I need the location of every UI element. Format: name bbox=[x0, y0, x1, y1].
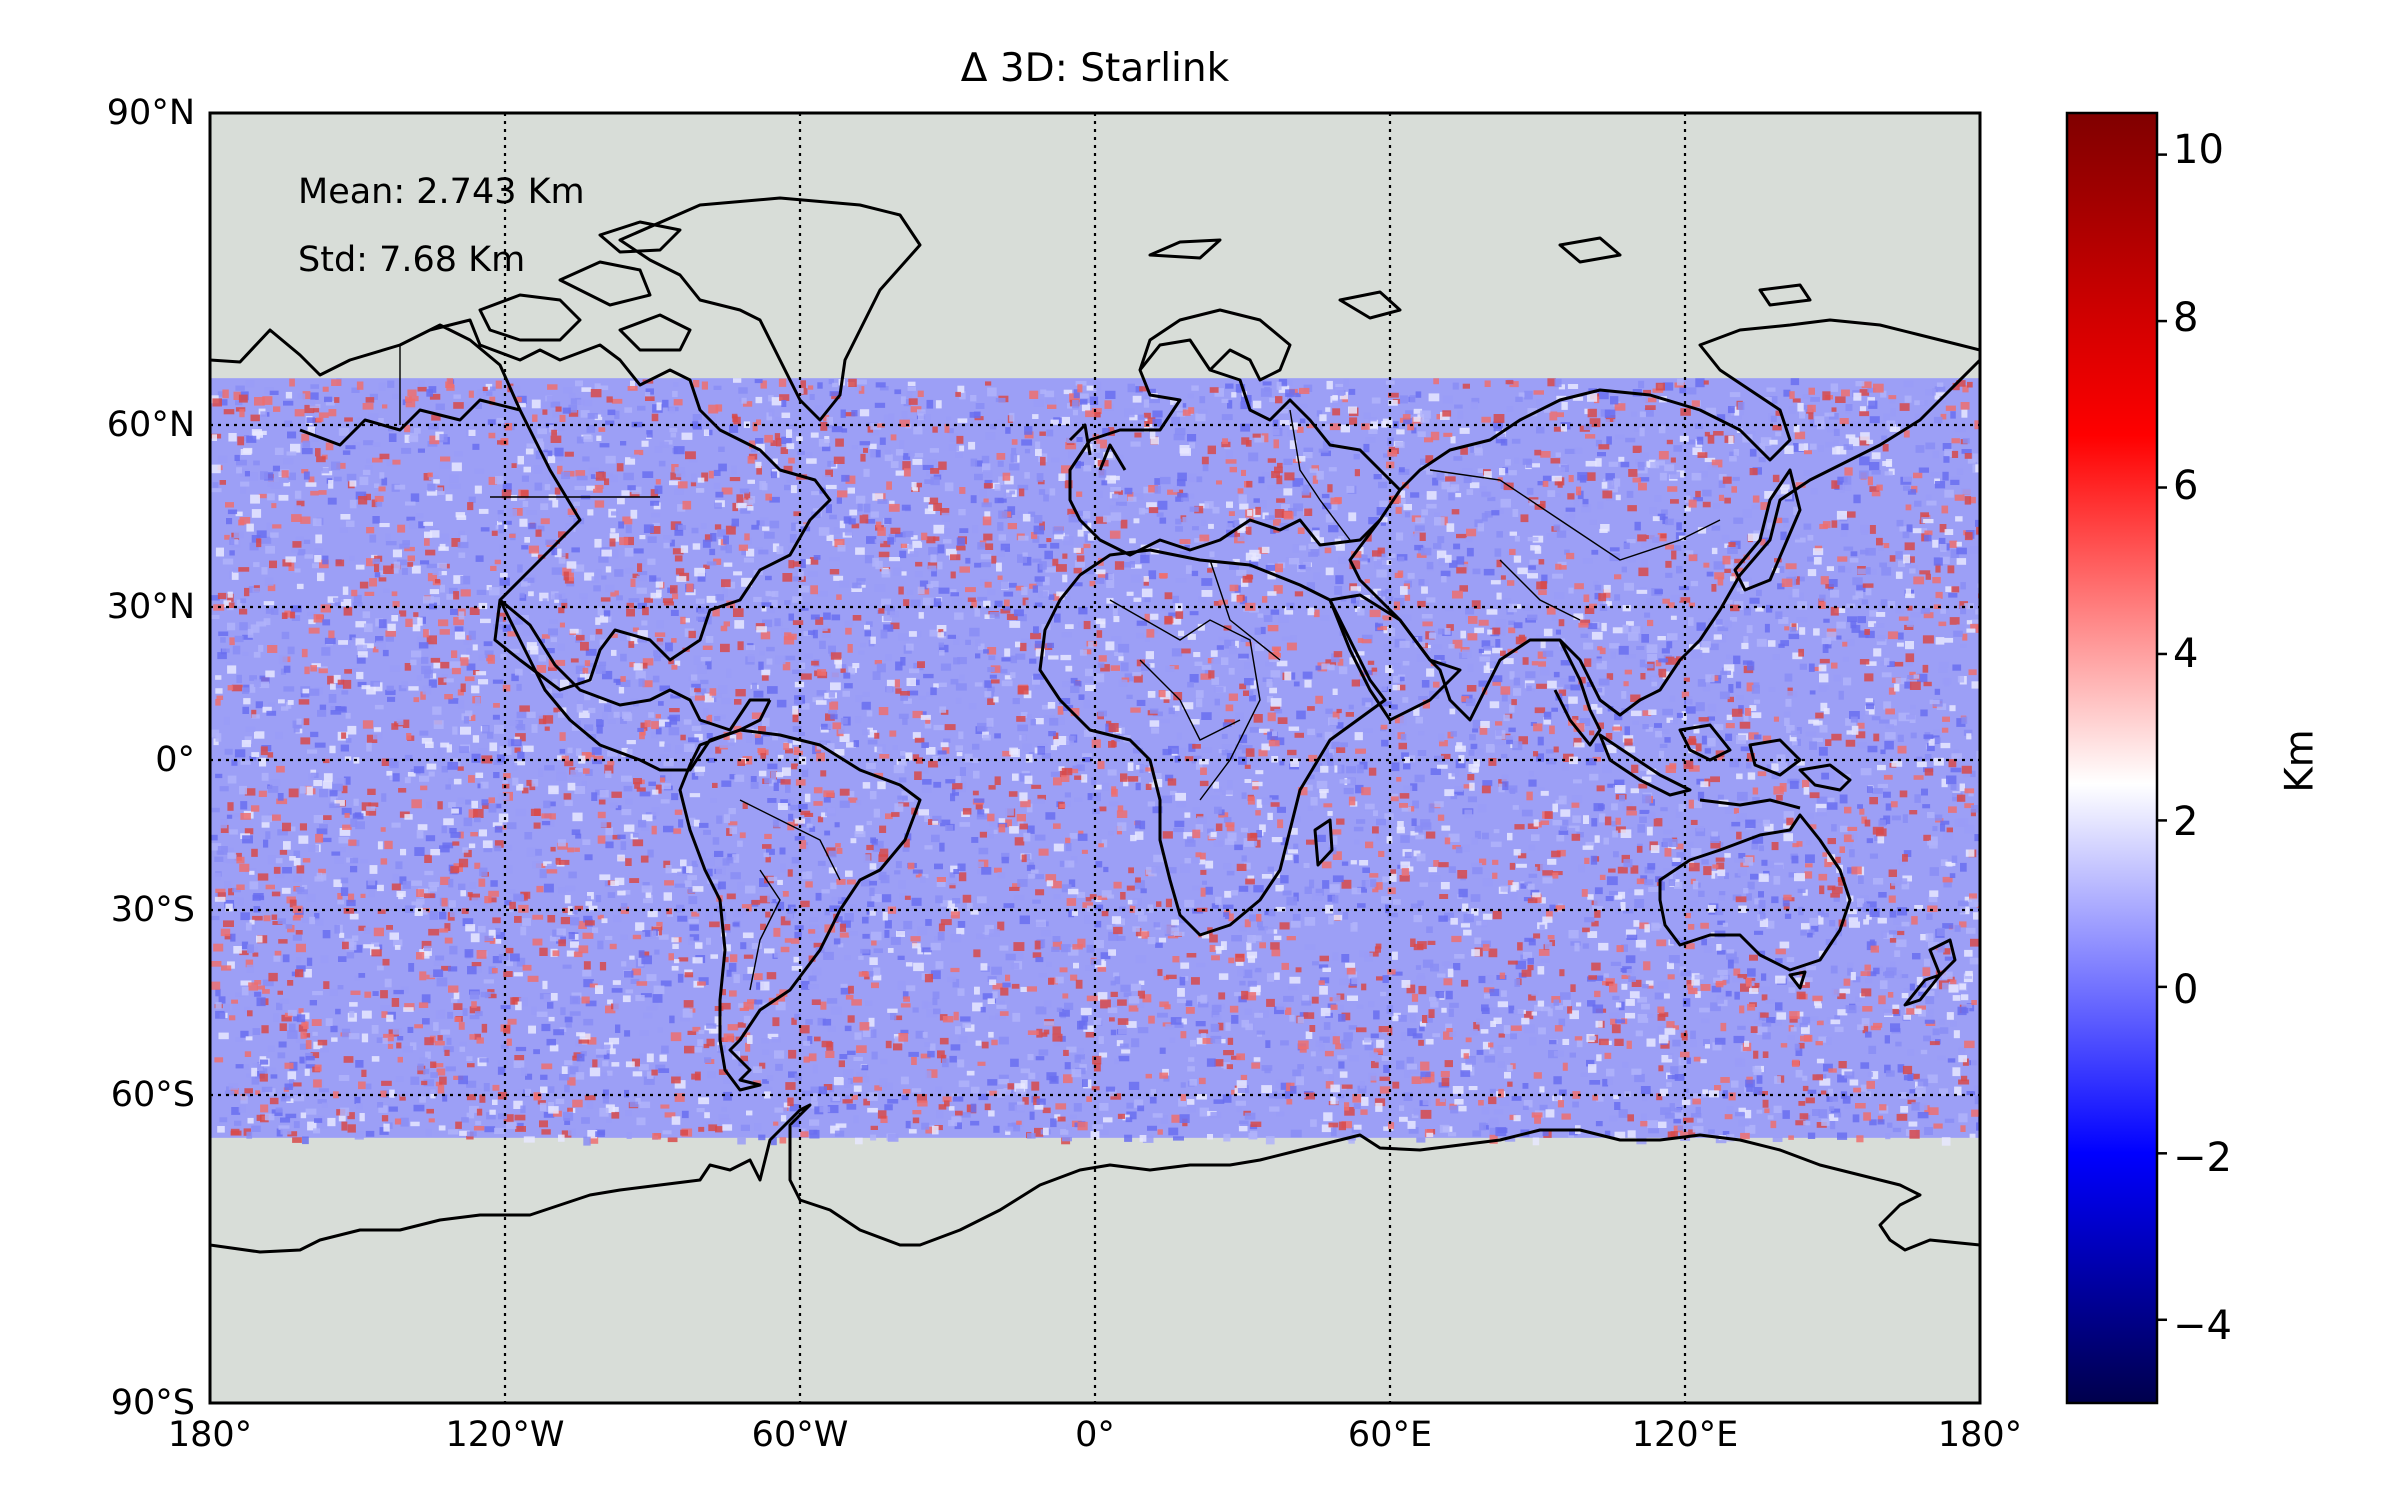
plot-frame bbox=[208, 111, 1982, 1405]
y-tick-label: 90°N bbox=[106, 93, 195, 133]
colorbar-label: Km bbox=[2277, 729, 2323, 793]
x-tick-label: 0° bbox=[1075, 1415, 1115, 1455]
x-tick-label: 180° bbox=[1937, 1415, 2023, 1455]
x-tick-label: 120°E bbox=[1631, 1415, 1739, 1455]
coastline-asia bbox=[1348, 318, 1980, 722]
colorbar-ticks bbox=[2157, 153, 2167, 1322]
colorbar bbox=[2065, 111, 2159, 1405]
chart-title: Δ 3D: Starlink bbox=[960, 46, 1230, 91]
x-tick-label: 60°W bbox=[751, 1415, 849, 1455]
colorbar-tick-label: 10 bbox=[2173, 127, 2224, 173]
scatter-points bbox=[210, 378, 1980, 1146]
coastlines bbox=[210, 196, 1980, 1254]
colorbar-tick-label: 0 bbox=[2173, 967, 2199, 1013]
colorbar-tick-label: 2 bbox=[2173, 799, 2199, 845]
coastline-africa bbox=[1038, 548, 1387, 937]
coastline-antarctica bbox=[210, 1103, 1980, 1254]
mean-stat: Mean: 2.743 Km bbox=[298, 172, 585, 212]
y-tick-label: 30°S bbox=[110, 890, 195, 930]
country-borders bbox=[399, 345, 1721, 991]
std-stat: Std: 7.68 Km bbox=[298, 240, 526, 280]
colorbar-tick-label: 4 bbox=[2173, 631, 2199, 677]
y-tick-label: 60°N bbox=[106, 405, 195, 445]
coastline-australia bbox=[1658, 813, 1852, 972]
coastline-greenland bbox=[618, 196, 922, 422]
y-tick-label: 0° bbox=[155, 740, 195, 780]
y-tick-label: 60°S bbox=[110, 1075, 195, 1115]
gridlines bbox=[210, 113, 1980, 1403]
y-tick-label: 30°N bbox=[106, 587, 195, 627]
coastline-europe bbox=[1068, 338, 1402, 557]
data-scatter bbox=[210, 378, 1980, 1146]
colorbar-tick-label: 8 bbox=[2173, 295, 2199, 341]
x-tick-label: 60°E bbox=[1347, 1415, 1433, 1455]
coastline-north-america bbox=[210, 318, 832, 692]
colorbar-tick-label: 6 bbox=[2173, 463, 2199, 509]
colorbar-tick-label: −2 bbox=[2173, 1135, 2232, 1181]
coastline-south-america bbox=[678, 728, 922, 1092]
y-tick-label: 90°S bbox=[110, 1383, 195, 1423]
x-tick-label: 180° bbox=[167, 1415, 253, 1455]
x-tick-label: 120°W bbox=[445, 1415, 565, 1455]
colorbar-tick-label: −4 bbox=[2173, 1303, 2232, 1349]
